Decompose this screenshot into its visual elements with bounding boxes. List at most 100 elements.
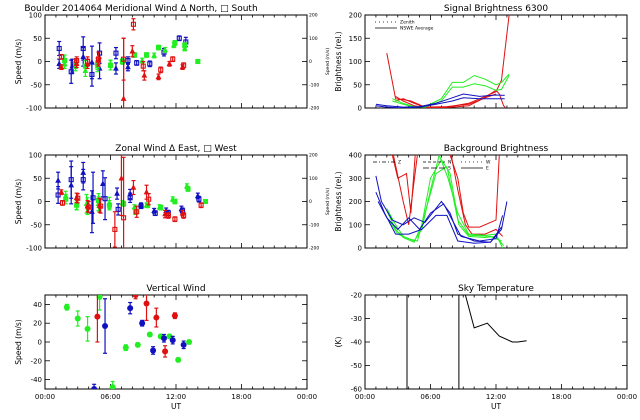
y-tick-label: 200 (349, 198, 362, 206)
y-tick-label: -30 (351, 315, 362, 323)
x-tick-label: 00:00 (297, 393, 317, 401)
y-tick-label: -40 (351, 339, 362, 347)
data-point-square (98, 203, 104, 209)
data-point-circle (146, 331, 153, 338)
chart-title: Vertical Wind (146, 284, 205, 294)
right-y-tick-label: 100 (309, 176, 318, 182)
data-point-triangle (114, 190, 120, 196)
data-point-circle (132, 295, 139, 298)
data-point-square (181, 212, 187, 218)
y-tick-label: 150 (349, 35, 362, 43)
data-point-triangle (155, 73, 162, 80)
y-tick-label: 0 (358, 245, 362, 253)
y-tick-label: -60 (351, 386, 362, 394)
data-point-square (172, 216, 178, 222)
data-point-square (196, 196, 202, 202)
data-point-circle (94, 313, 101, 320)
plot-area (55, 155, 209, 248)
data-point-triangle (162, 46, 168, 53)
series-line-blue-3 (377, 201, 504, 242)
y-axis-label: Brightness (rel.) (334, 171, 343, 231)
series-line-green-2 (386, 158, 504, 247)
y-tick-label: -100 (26, 105, 42, 113)
right-y-tick-label: -100 (309, 222, 319, 228)
series-blue-west (55, 160, 202, 224)
legend-label: S (448, 166, 451, 172)
right-y-axis-label: Speed (m/s) (325, 48, 331, 76)
data-point-square (152, 210, 158, 216)
data-point-square (80, 177, 86, 183)
series-line-blue-1 (375, 175, 508, 243)
y-tick-label: 0 (38, 339, 42, 347)
data-point-triangle (58, 63, 65, 70)
data-point-square (138, 203, 144, 209)
data-point-square (185, 186, 191, 192)
data-point-circle (150, 347, 157, 354)
data-point-square (90, 195, 96, 201)
plot-area (375, 15, 510, 108)
data-point-circle (102, 323, 109, 330)
data-point-circle (143, 300, 150, 307)
data-point-square (95, 56, 102, 62)
y-tick-label: -20 (31, 357, 42, 365)
y-axis-label: Speed (m/s) (14, 179, 23, 225)
series-line-red-2 (392, 155, 418, 225)
data-point-square (143, 52, 150, 58)
y-tick-label: 0 (38, 58, 42, 66)
legend-label: Zenith (400, 20, 415, 26)
right-y-tick-label: -100 (309, 82, 319, 88)
data-point-circle (175, 356, 182, 363)
x-axis-label: UT (171, 402, 181, 411)
series-line-green-a (392, 73, 510, 108)
data-point-circle (153, 314, 160, 321)
right-y-tick-label: 0 (309, 59, 312, 65)
data-point-square (202, 198, 209, 205)
data-point-circle (109, 384, 116, 389)
series-line-green-3 (388, 165, 502, 242)
chart-skytemp: Sky Temperature 00:00 06:00 12:00 18:00 00:00… (334, 284, 637, 411)
data-point-triangle (129, 47, 136, 54)
data-point-square (147, 61, 153, 67)
data-point-circle (91, 386, 98, 389)
data-point-square (198, 202, 204, 208)
data-point-square (127, 195, 133, 201)
chart-title: Boulder 2014064 Meridional Wind Δ North,… (24, 4, 257, 14)
data-point-square (158, 67, 164, 73)
data-point-square (121, 215, 127, 221)
data-point-square (75, 195, 81, 201)
plot-area (56, 18, 201, 108)
data-point-square (89, 71, 95, 78)
y-tick-label: 200 (349, 12, 362, 20)
y-axis-label: Speed (m/s) (14, 39, 23, 85)
data-point-circle (96, 295, 103, 300)
data-point-circle (171, 312, 178, 319)
data-point-square (146, 196, 152, 202)
chart-vertical: Vertical Wind 00:00 06:00 12:00 18:00 00:00 UT… (14, 284, 317, 411)
series-red-west (59, 156, 204, 248)
plot-area (63, 295, 193, 389)
legend-label: Z (398, 160, 401, 166)
data-point-square (165, 212, 171, 218)
data-point-square (106, 202, 112, 208)
series-line-blue-a (375, 93, 505, 108)
data-point-circle (84, 325, 91, 332)
y-axis-label: (K) (334, 337, 343, 348)
data-point-square (102, 196, 108, 202)
y-axis-label: Brightness (rel.) (334, 31, 343, 91)
data-point-square (155, 44, 162, 51)
data-point-circle (169, 337, 176, 344)
chart-title: Zonal Wind Δ East, □ West (115, 144, 237, 154)
data-point-square (195, 58, 201, 65)
series-line-green-b (392, 75, 510, 108)
chart-title: Signal Brightness 6300 (444, 4, 548, 14)
data-point-square (59, 200, 66, 206)
data-point-triangle (100, 180, 106, 187)
y-axis-label: Speed (m/s) (14, 319, 23, 365)
series-line-blue-b (375, 97, 505, 108)
chart-zonal: Zonal Wind Δ East, □ West 100 50 0 -50 -100 Sp… (14, 144, 331, 253)
data-point-square (134, 60, 140, 66)
legend-label: N (448, 160, 451, 166)
data-point-square (113, 50, 119, 56)
data-point-circle (160, 335, 167, 342)
series-red-south (58, 18, 187, 81)
